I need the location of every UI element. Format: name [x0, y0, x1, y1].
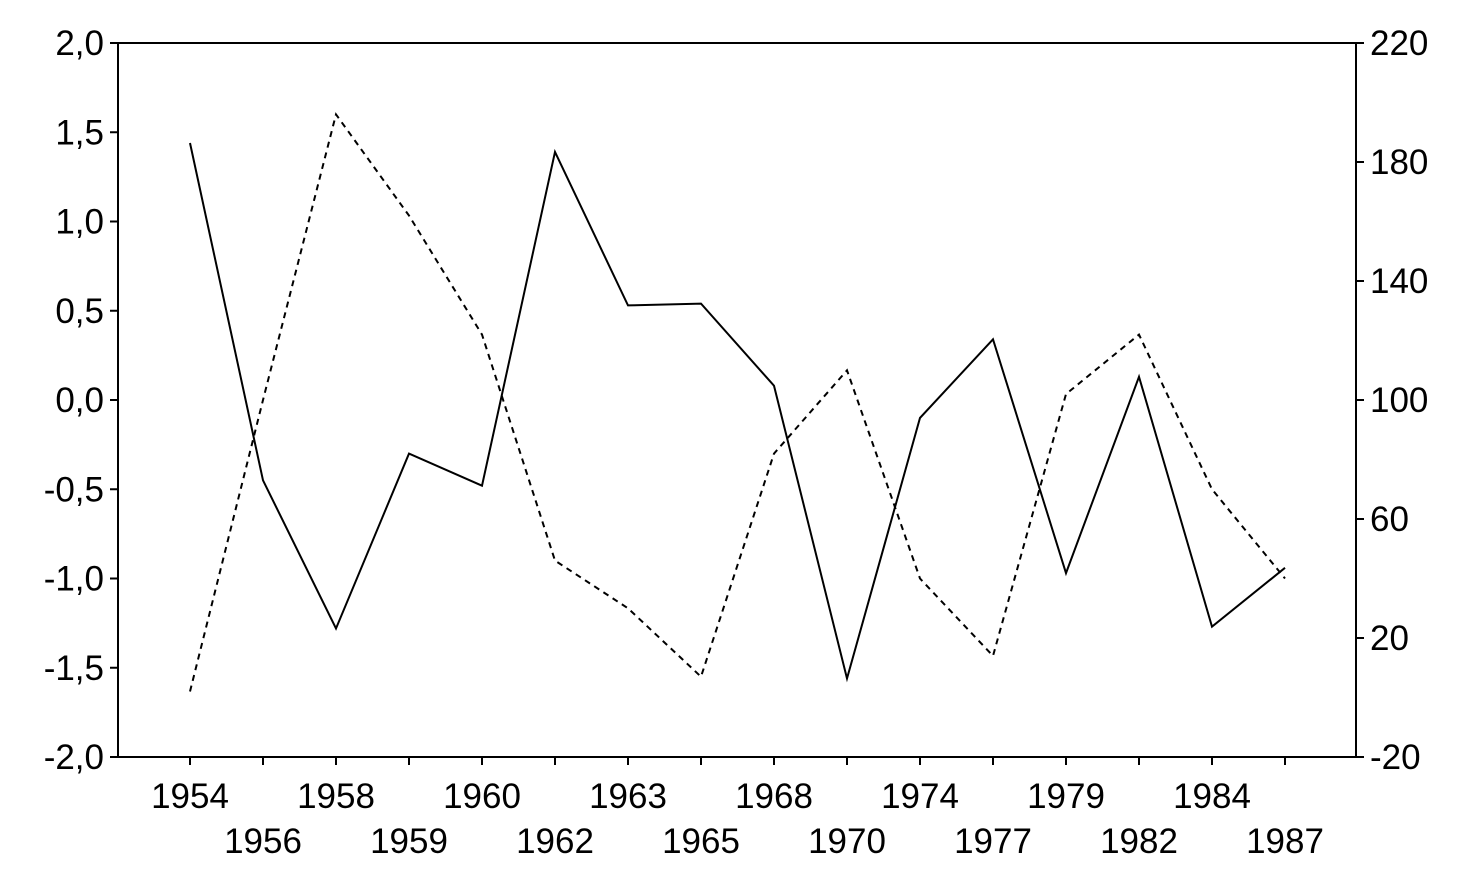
x-axis-tick-label: 1965 [662, 822, 740, 861]
left-axis-ticks: -2,0 -1,5 -1,0 -0,5 0,0 0,5 1,0 1,5 2,0 [44, 24, 118, 777]
series-layer [189, 112, 1286, 692]
left-axis-tick-label: 0,0 [55, 381, 104, 420]
x-axis-tick-label: 1987 [1246, 822, 1324, 861]
x-axis-tick-label: 1960 [443, 777, 521, 816]
right-axis-tick-label: 100 [1370, 381, 1428, 420]
left-axis-tick-label: -1,0 [44, 560, 104, 599]
left-axis-tick-label: -0,5 [44, 470, 104, 509]
left-axis-tick-label: 1,0 [55, 203, 104, 242]
right-axis-tick-label: 60 [1370, 500, 1409, 539]
x-axis-tick-label: 1968 [735, 777, 813, 816]
x-axis-tick-label: 1963 [589, 777, 667, 816]
left-axis-tick-label: -2,0 [44, 738, 104, 777]
x-axis-tick-label: 1954 [151, 777, 229, 816]
right-axis-tick-label: 220 [1370, 24, 1428, 63]
left-axis-tick-label: -1,5 [44, 649, 104, 688]
right-axis-ticks: -20 20 60 100 140 180 220 [1356, 24, 1428, 777]
x-axis-tick-label: 1970 [808, 822, 886, 861]
x-axis-tick-label: 1956 [224, 822, 302, 861]
right-axis-tick-label: 140 [1370, 262, 1428, 301]
series-line-1-solid [189, 142, 1286, 683]
x-axis-tick-label: 1962 [516, 822, 594, 861]
right-axis-tick-label: 180 [1370, 143, 1428, 182]
left-axis-tick-label: 2,0 [55, 24, 104, 63]
x-axis-tick-label: 1977 [954, 822, 1032, 861]
right-axis-tick-label: 20 [1370, 619, 1409, 658]
x-axis-tick-label: 1974 [881, 777, 959, 816]
x-axis-tick-label: 1979 [1027, 777, 1105, 816]
x-axis-tick-label: 1982 [1100, 822, 1178, 861]
x-axis-ticks: 1954 1956 1958 1959 1960 1962 1963 1965 1968 1970… [151, 757, 1324, 861]
left-axis-tick-label: 1,5 [55, 113, 104, 152]
left-axis-tick-label: 0,5 [55, 292, 104, 331]
x-axis-tick-label: 1984 [1173, 777, 1251, 816]
right-axis-tick-label: -20 [1370, 738, 1421, 777]
x-axis-tick-label: 1958 [297, 777, 375, 816]
x-axis-tick-label: 1959 [370, 822, 448, 861]
series-line-2-dashed [189, 112, 1286, 692]
plot-frame [117, 42, 1357, 758]
